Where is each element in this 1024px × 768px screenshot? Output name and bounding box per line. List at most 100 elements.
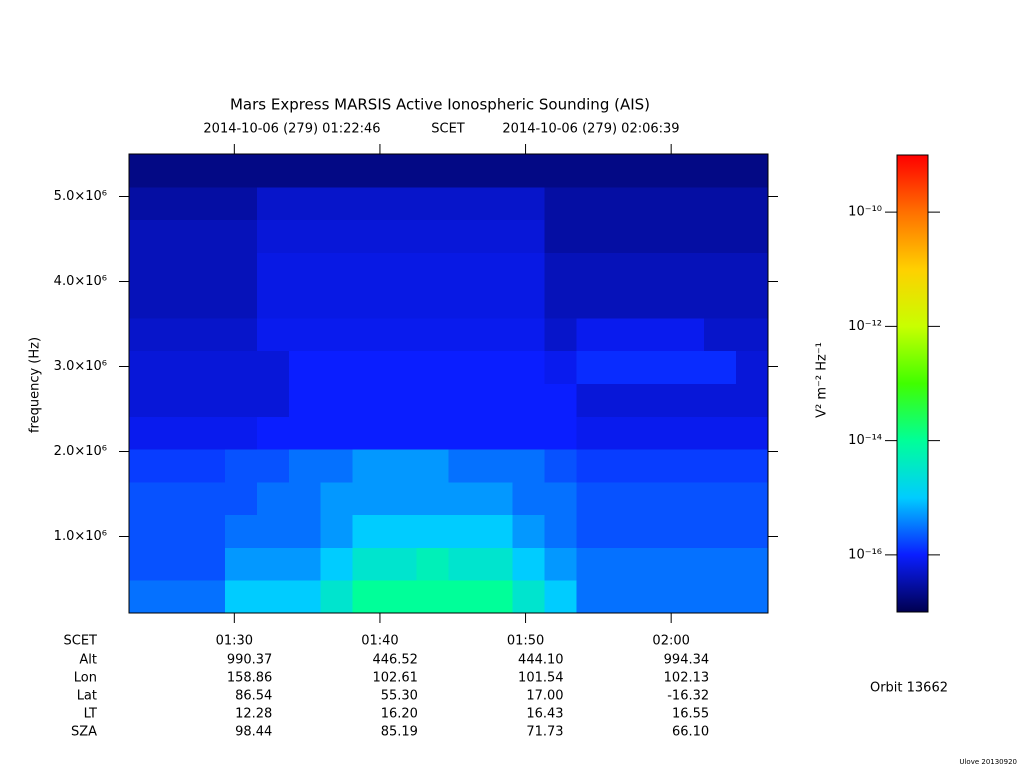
ephemeris-value: 102.13 [664, 671, 710, 686]
cell [160, 514, 194, 548]
cell [288, 449, 322, 483]
cell [704, 154, 737, 188]
cell [352, 252, 386, 286]
cell [384, 416, 418, 450]
cell [288, 317, 322, 352]
ephemeris-value: 85.19 [381, 725, 418, 740]
cell [672, 416, 705, 450]
cell [512, 219, 545, 253]
cell [480, 219, 513, 253]
cell [224, 449, 258, 483]
cell [129, 580, 162, 614]
cell [160, 416, 194, 450]
cell [416, 252, 449, 286]
cell [512, 252, 545, 286]
cell [192, 416, 226, 450]
cell [416, 154, 449, 188]
plot-frame [128, 153, 769, 614]
cell [544, 481, 577, 516]
cell [384, 481, 418, 516]
cell [736, 514, 769, 548]
cell [448, 580, 481, 614]
cell [608, 449, 641, 483]
cell [320, 285, 354, 319]
cell [640, 219, 673, 253]
cell [448, 514, 481, 548]
cell [608, 383, 641, 417]
ephemeris-value: 16.55 [672, 707, 709, 722]
colorbar-tick-label: 10⁻¹⁴ [848, 433, 882, 448]
cell [288, 154, 322, 188]
cell [480, 317, 513, 352]
cell [320, 154, 354, 188]
cell [320, 514, 354, 548]
cell [288, 350, 322, 384]
cell [384, 154, 418, 188]
cell [672, 449, 705, 483]
cell [480, 416, 513, 450]
cell [352, 547, 386, 581]
cell [256, 219, 290, 253]
cell [512, 317, 545, 352]
cell [224, 547, 258, 581]
cell [320, 350, 354, 384]
cell [512, 285, 545, 319]
cell [129, 416, 162, 450]
cell [320, 186, 354, 221]
cell [736, 317, 769, 352]
colorbar [896, 154, 929, 613]
cell [640, 317, 673, 352]
cell [672, 154, 705, 188]
cell [448, 154, 481, 188]
cell [576, 252, 609, 286]
cell [480, 350, 513, 384]
cell [256, 449, 290, 483]
cell [352, 580, 386, 614]
cell [384, 580, 418, 614]
cell [480, 154, 513, 188]
cell [544, 219, 577, 253]
cell [704, 219, 737, 253]
cell [160, 154, 194, 188]
cell [512, 449, 545, 483]
cell [160, 350, 194, 384]
y-tick-label: 5.0×10⁶ [54, 189, 107, 204]
cell [224, 252, 258, 286]
cell [736, 481, 769, 516]
cell [608, 317, 641, 352]
cell [512, 383, 545, 417]
cell [352, 416, 386, 450]
cell [736, 416, 769, 450]
cell [160, 449, 194, 483]
ephemeris-value: 102.61 [372, 671, 418, 686]
cell [736, 383, 769, 417]
cell [384, 317, 418, 352]
cell [416, 219, 449, 253]
cell [384, 186, 418, 221]
cell [192, 580, 226, 614]
cell [288, 514, 322, 548]
cell [160, 580, 194, 614]
cell [576, 449, 609, 483]
cell [256, 350, 290, 384]
colorbar-tick-label: 10⁻¹² [848, 319, 882, 334]
cell [256, 154, 290, 188]
cell [736, 350, 769, 384]
cell [288, 285, 322, 319]
cell [192, 219, 226, 253]
cell [480, 547, 513, 581]
cell [224, 580, 258, 614]
cell [704, 252, 737, 286]
chart-title: Mars Express MARSIS Active Ionospheric S… [230, 96, 650, 114]
y-tick-label: 3.0×10⁶ [54, 359, 107, 374]
cell [480, 383, 513, 417]
cell [448, 481, 481, 516]
cell [672, 383, 705, 417]
cell [736, 580, 769, 614]
cell [160, 219, 194, 253]
cell [512, 416, 545, 450]
cell [129, 252, 162, 286]
cell [672, 285, 705, 319]
cell [672, 580, 705, 614]
cell [608, 350, 641, 384]
